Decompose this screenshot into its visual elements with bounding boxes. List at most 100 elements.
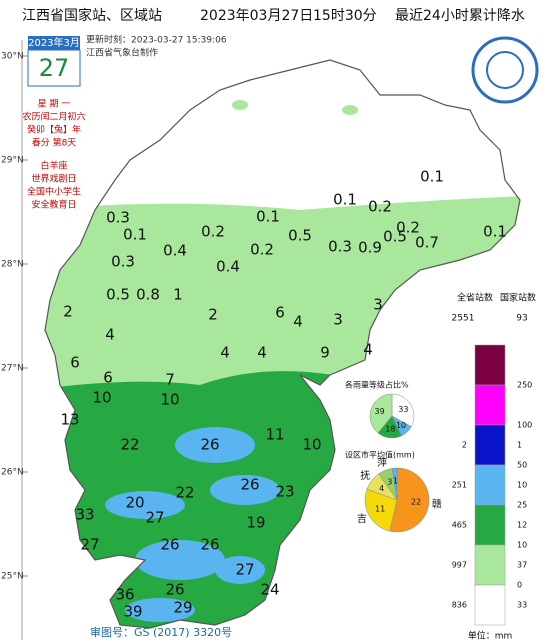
pie-value: 4 bbox=[379, 484, 384, 493]
station-value: 0.1 bbox=[483, 223, 507, 241]
legend-level: 0 bbox=[517, 581, 522, 590]
station-value: 0.2 bbox=[368, 198, 392, 216]
station-value: 26 bbox=[200, 436, 219, 454]
station-value: 39 bbox=[123, 603, 142, 621]
calendar-line: 全国中小学生 bbox=[27, 186, 81, 198]
month-box bbox=[28, 36, 80, 50]
station-value: 0.9 bbox=[358, 239, 382, 257]
pie-value: 10 bbox=[396, 421, 406, 430]
station-value: 13 bbox=[60, 411, 79, 429]
pie-category: 抚 bbox=[360, 470, 370, 482]
legend-national-total: 93 bbox=[516, 314, 527, 324]
title: 江西省国家站、区域站 bbox=[22, 7, 162, 24]
title-time: 15时30分 bbox=[313, 8, 377, 24]
day-box bbox=[27, 49, 81, 87]
legend-all-header: 全省站数 bbox=[457, 292, 493, 304]
month: 2023年3月 bbox=[28, 36, 80, 49]
station-value: 4 bbox=[293, 313, 303, 331]
station-value: 0.2 bbox=[250, 241, 274, 259]
legend-level: 25 bbox=[517, 501, 527, 510]
pie-value: 11 bbox=[375, 505, 385, 514]
pie-slice bbox=[389, 467, 430, 533]
legend-band bbox=[474, 584, 506, 626]
calendar-line: 安全教育日 bbox=[31, 199, 76, 211]
lat-label: 28°N bbox=[1, 260, 24, 270]
station-value: 0.3 bbox=[106, 209, 130, 227]
legend-national-count: 33 bbox=[517, 601, 527, 610]
calendar-line: 世界戏剧日 bbox=[31, 173, 76, 185]
pie-category: 萍 bbox=[377, 457, 387, 469]
pie-slice bbox=[391, 393, 415, 427]
station-value: 0.2 bbox=[201, 223, 225, 241]
pie-value: 3 bbox=[387, 478, 392, 487]
station-value: 1 bbox=[173, 286, 183, 304]
lat-label: 26°N bbox=[1, 468, 24, 478]
legend-all-count: 251 bbox=[452, 481, 467, 490]
legend-all-count: 836 bbox=[452, 601, 467, 610]
station-value: 0.5 bbox=[288, 227, 312, 245]
legend-national-count: 1 bbox=[517, 441, 522, 450]
legend-band bbox=[474, 464, 506, 506]
station-value: 0.1 bbox=[333, 191, 357, 209]
station-value: 3 bbox=[373, 296, 383, 314]
legend-all-count: 465 bbox=[452, 521, 467, 530]
station-value: 0.2 bbox=[396, 219, 420, 237]
calendar-line: 农历闰二月初六 bbox=[22, 111, 85, 123]
station-value: 22 bbox=[175, 484, 194, 502]
station-value: 0.1 bbox=[256, 208, 280, 226]
legend-band bbox=[474, 384, 506, 426]
pie-value: 18 bbox=[385, 425, 395, 434]
pie-value: 1 bbox=[393, 476, 398, 485]
station-value: 26 bbox=[240, 476, 259, 494]
station-value: 27 bbox=[235, 561, 254, 579]
station-value: 22 bbox=[120, 436, 139, 454]
station-value: 10 bbox=[302, 436, 321, 454]
day: 27 bbox=[39, 54, 70, 82]
lat-label: 29°N bbox=[1, 156, 24, 166]
lat-label: 27°N bbox=[1, 364, 24, 374]
station-value: 0.3 bbox=[328, 238, 352, 256]
station-value: 0.7 bbox=[415, 234, 439, 252]
legend-national-count: 12 bbox=[517, 521, 527, 530]
calendar-line: 春分 第8天 bbox=[32, 137, 77, 149]
station-value: 26 bbox=[200, 536, 219, 554]
station-value: 6 bbox=[275, 304, 285, 322]
station-value: 10 bbox=[92, 389, 111, 407]
lat-label: 25°N bbox=[1, 572, 24, 582]
legend-band bbox=[474, 344, 506, 386]
legend-unit: 单位：mm bbox=[468, 630, 513, 642]
station-value: 11 bbox=[265, 426, 284, 444]
legend-all-total: 2551 bbox=[452, 314, 475, 324]
station-value: 4 bbox=[257, 344, 267, 362]
calendar-line: 星 期 一 bbox=[38, 99, 71, 110]
pie-category: 赣 bbox=[432, 498, 442, 511]
pie-value: 22 bbox=[411, 498, 421, 507]
pie-cities-title: 设区市平均值(mm) bbox=[345, 450, 415, 460]
calendar-line: 癸卯【兔】年 bbox=[27, 124, 81, 136]
legend-band bbox=[474, 424, 506, 466]
station-value: 0.1 bbox=[420, 168, 444, 186]
legend-all-count: 2 bbox=[462, 441, 467, 450]
maker: 江西省气象台制作 bbox=[86, 47, 158, 59]
station-value: 0.3 bbox=[111, 253, 135, 271]
station-value: 6 bbox=[103, 369, 113, 387]
approval: 审图号：GS (2017) 3320号 bbox=[90, 625, 232, 639]
station-value: 4 bbox=[220, 344, 230, 362]
station-value: 0.4 bbox=[216, 258, 240, 276]
title-subject: 最近24小时累计降水 bbox=[395, 8, 525, 24]
station-value: 0.1 bbox=[123, 226, 147, 244]
station-value: 3 bbox=[333, 311, 343, 329]
station-value: 33 bbox=[75, 506, 94, 524]
station-value: 7 bbox=[165, 371, 175, 389]
legend-level: 250 bbox=[517, 381, 532, 390]
station-value: 0.5 bbox=[106, 286, 130, 304]
station-value: 9 bbox=[320, 344, 330, 362]
pie-value: 33 bbox=[398, 405, 408, 414]
logo bbox=[471, 36, 539, 104]
station-value: 36 bbox=[115, 586, 134, 604]
pie-slice bbox=[391, 467, 398, 501]
station-value: 0.8 bbox=[136, 286, 160, 304]
update-time: 更新时刻：2023-03-27 15:39:06 bbox=[86, 34, 227, 46]
legend-level: 10 bbox=[517, 541, 527, 550]
